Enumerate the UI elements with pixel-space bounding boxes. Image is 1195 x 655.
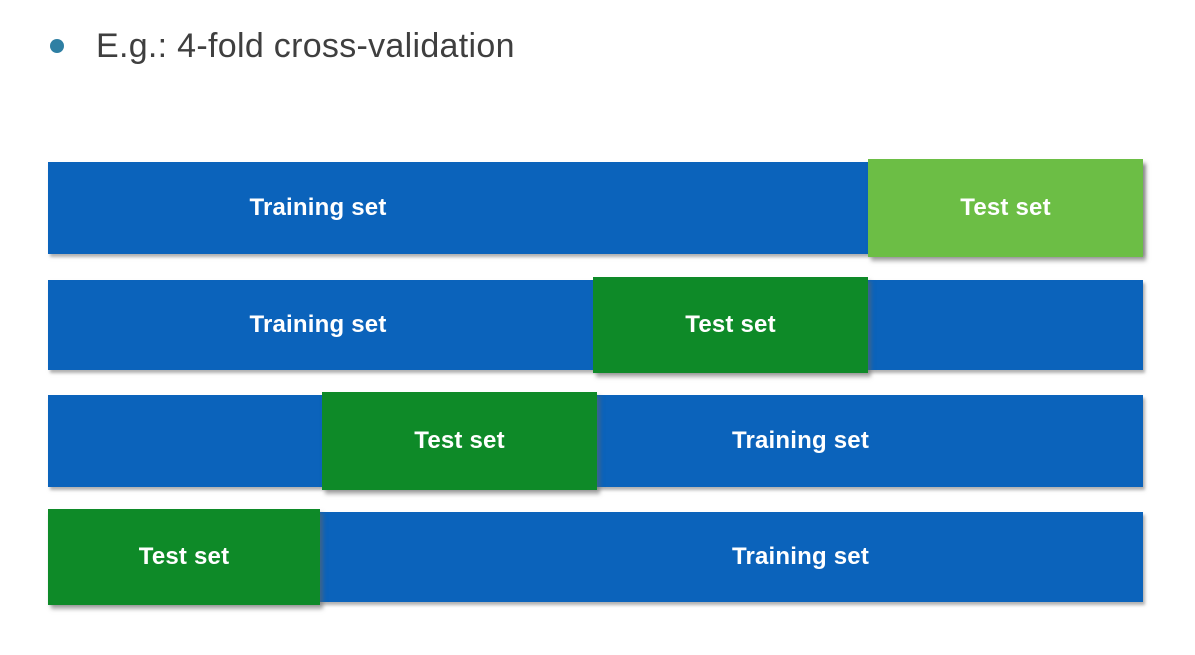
test-block-3: Test set xyxy=(322,392,597,490)
slide-title: E.g.: 4-fold cross-validation xyxy=(50,24,515,68)
bullet-icon xyxy=(50,39,64,53)
title-text: E.g.: 4-fold cross-validation xyxy=(96,26,515,65)
test-block-2: Test set xyxy=(593,277,868,373)
cv-row-3: Training set Test set xyxy=(48,392,1143,490)
test-label-4: Test set xyxy=(138,543,230,570)
cv-row-4: Training set Test set xyxy=(48,509,1143,605)
test-label-3: Test set xyxy=(414,427,505,454)
test-label-2: Test set xyxy=(685,311,776,338)
test-label-1: Test set xyxy=(960,194,1051,221)
cv-row-2: Training set Test set xyxy=(48,277,1143,373)
test-block-4: Test set xyxy=(48,509,320,605)
test-block-1: Test set xyxy=(868,159,1143,257)
cv-row-1: Training set Test set xyxy=(48,159,1143,257)
